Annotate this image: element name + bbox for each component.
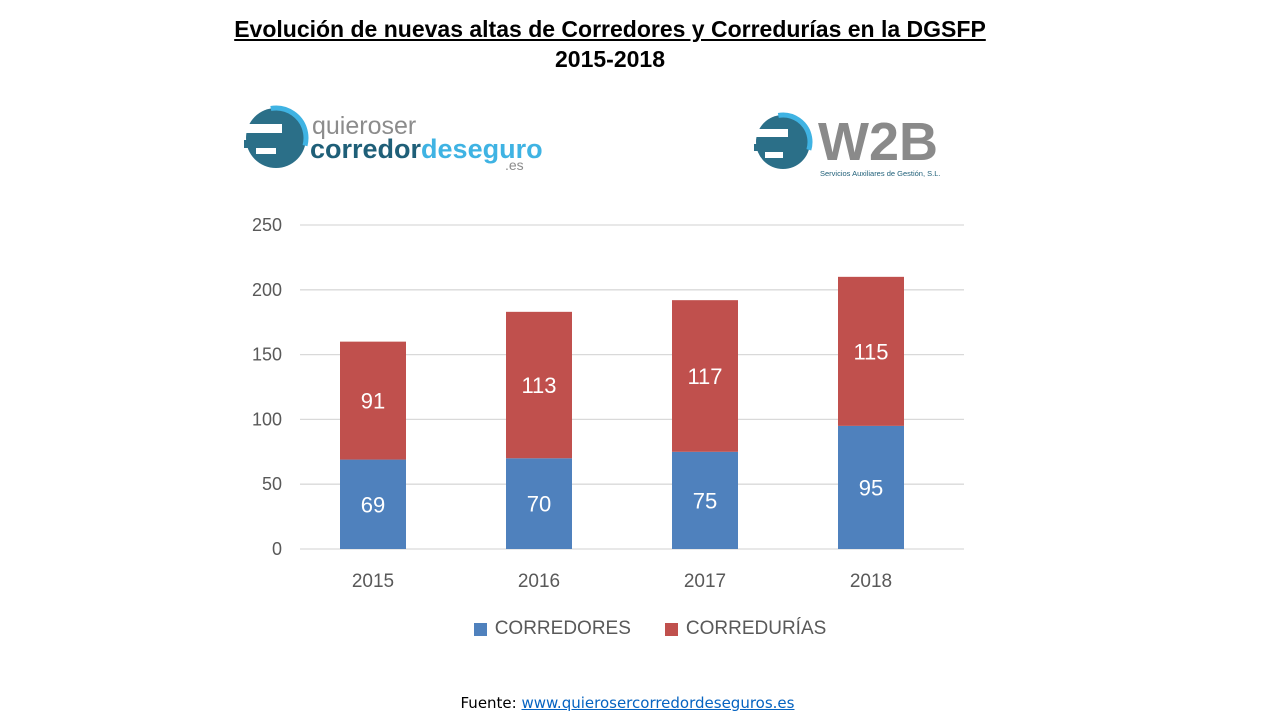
y-tick-label: 50: [262, 474, 282, 494]
bar-corredurías-2017: [672, 300, 738, 452]
x-tick-label: 2015: [352, 571, 394, 592]
quierosercorredordeseguros-logo: quieroser corredordeseguros .es: [243, 105, 542, 173]
bar-corredores-2015: [340, 459, 406, 549]
x-tick-label: 2016: [518, 571, 560, 592]
chart-title: Evolución de nuevas altas de Corredores …: [234, 16, 986, 42]
legend-label: CORREDURÍAS: [685, 618, 827, 639]
bar-corredurías-2018: [838, 276, 904, 426]
data-label: 117: [687, 364, 722, 389]
bar-corredores-2016: [506, 458, 572, 549]
bars: [340, 276, 904, 549]
data-label: 95: [859, 475, 883, 500]
page-title: Evolución de nuevas altas de Corredores …: [0, 16, 1220, 43]
logo-text-line2: corredordeseguros: [310, 134, 542, 164]
y-axis-ticks: 0 50 100 150 200 250: [252, 215, 282, 559]
logo-text-corredor: corredor: [310, 134, 422, 164]
bar-corredores-2017: [672, 451, 738, 549]
x-axis-ticks: 2015 2016 2017 2018: [352, 571, 892, 592]
y-tick-label: 100: [252, 409, 282, 429]
legend-item-corredurías: CORREDURÍAS: [664, 618, 827, 640]
y-tick-label: 150: [252, 345, 282, 365]
w2b-name: W2B: [818, 112, 938, 172]
data-label: 75: [693, 488, 717, 513]
legend-swatch: [664, 622, 678, 636]
data-label: 113: [521, 373, 556, 398]
data-label: 91: [361, 389, 385, 414]
source-note: Fuente: www.quierosercorredordeseguros.e…: [0, 694, 1255, 712]
w2b-tagline: Servicios Auxiliares de Gestión, S.L.: [820, 169, 940, 178]
logo-text-suffix: .es: [505, 157, 524, 173]
legend-swatch: [473, 622, 487, 636]
y-tick-label: 200: [252, 280, 282, 300]
bar-corredurías-2015: [340, 341, 406, 460]
legend-item-corredores: CORREDORES: [473, 618, 631, 640]
source-link[interactable]: www.quierosercorredordeseguros.es: [521, 694, 795, 712]
stacked-bar-chart: 0 50 100 150 200 250 69 91 70 113 75 117 95 115 2015…: [252, 215, 964, 592]
bar-corredurías-2016: [506, 311, 572, 459]
chart-legend: CORREDORES CORREDURÍAS: [0, 618, 1280, 640]
legend-label: CORREDORES: [494, 618, 631, 639]
logo-text-line1: quieroser: [312, 112, 416, 140]
source-label: Fuente:: [460, 694, 517, 712]
data-label: 69: [361, 492, 385, 517]
data-labels: 69 91 70 113 75 117 95 115: [361, 339, 889, 517]
bar-corredores-2018: [838, 425, 904, 549]
data-label: 115: [853, 339, 888, 364]
w2b-mark-icon: [753, 112, 813, 172]
data-label: 70: [527, 492, 551, 517]
w2b-logo: W2B Servicios Auxiliares de Gestión, S.L…: [753, 112, 940, 178]
logo-mark-icon: [243, 105, 309, 171]
logo-text-deseguros: deseguros: [421, 134, 542, 164]
x-tick-label: 2017: [684, 571, 726, 592]
y-tick-label: 0: [272, 539, 282, 559]
y-tick-label: 250: [252, 215, 282, 235]
x-tick-label: 2018: [850, 571, 892, 592]
chart-subtitle: 2015-2018: [555, 46, 665, 72]
